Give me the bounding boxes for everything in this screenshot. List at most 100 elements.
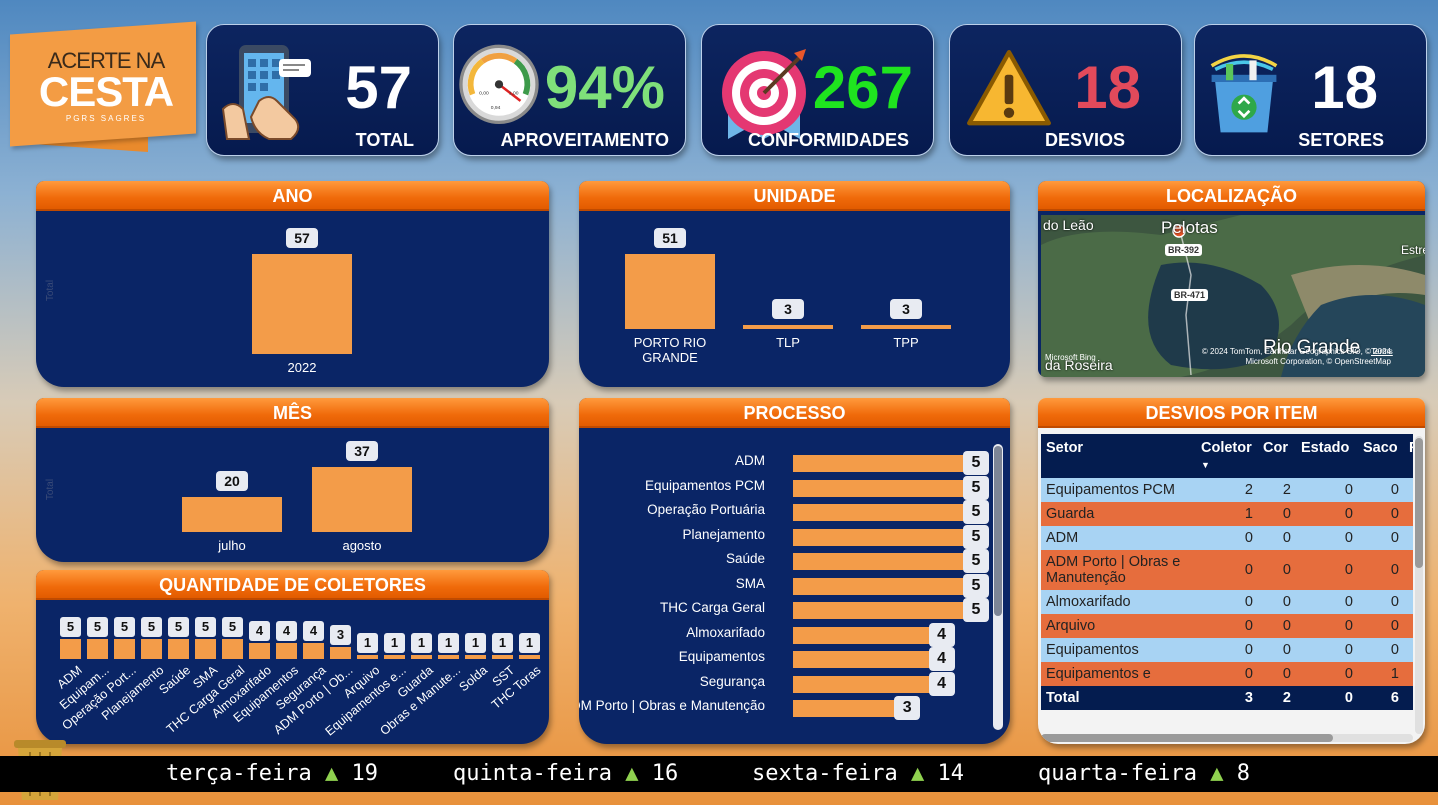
- data-label: 5: [963, 573, 989, 598]
- cell-value: 3: [1196, 686, 1258, 710]
- desvios-vscrollbar[interactable]: [1415, 436, 1423, 734]
- data-label: 1: [411, 633, 432, 653]
- cell-setor: Almoxarifado: [1041, 590, 1196, 614]
- table-row[interactable]: ADM 0 0 0 0: [1041, 526, 1413, 550]
- bar: [168, 639, 189, 659]
- coletores-title: QUANTIDADE DE COLETORES: [36, 570, 549, 600]
- kpi-card-aproveitamento[interactable]: 0,00 1,00 0,94 94% APROVEITAMENTO: [453, 24, 686, 156]
- data-label: 3: [890, 298, 922, 319]
- coletores-panel[interactable]: QUANTIDADE DE COLETORES 5 ADM 5 Equipam... 5…: [36, 570, 549, 744]
- bar: [252, 254, 352, 354]
- processo-panel[interactable]: PROCESSO ADM 5 Equipamentos PCM 5 Operação P…: [579, 398, 1010, 744]
- map-place: Pelotas: [1161, 218, 1218, 237]
- category-label: TPP: [893, 335, 919, 350]
- desvios-vscroll-thumb[interactable]: [1415, 438, 1423, 568]
- processo-row: Segurança 4: [579, 671, 989, 696]
- unidade-panel[interactable]: UNIDADE 51 PORTO RIO GRANDE 3 TLP 3 TPP: [579, 181, 1010, 387]
- table-row[interactable]: Arquivo 0 0 0 0: [1041, 614, 1413, 638]
- kpi-card-total[interactable]: 57 TOTAL: [206, 24, 439, 156]
- processo-row: Almoxarifado 4: [579, 622, 989, 647]
- data-label: 1: [519, 633, 540, 653]
- kpi-card-conformidades[interactable]: 267 CONFORMIDADES: [701, 24, 934, 156]
- bar: [114, 639, 135, 659]
- cell-value: 0: [1296, 478, 1358, 502]
- desvios-table[interactable]: Setor Coletor ▼ Cor Estado Saco R Equipam…: [1041, 434, 1413, 710]
- localizacao-panel[interactable]: LOCALIZAÇÃO do Leão Pelotas Estre Rio Gr…: [1038, 181, 1425, 377]
- map-place: da Roseira: [1045, 357, 1113, 373]
- bar: [625, 254, 715, 329]
- category-label: PORTO RIO GRANDE: [633, 335, 707, 365]
- bar: [492, 655, 513, 659]
- data-label: 5: [963, 549, 989, 573]
- data-label: 4: [928, 622, 955, 647]
- target-icon: [722, 49, 806, 139]
- data-label: 1: [465, 633, 486, 653]
- col-header-coletor[interactable]: Coletor ▼: [1196, 434, 1258, 478]
- up-triangle-icon: ▲: [625, 761, 639, 786]
- bar: [793, 455, 965, 472]
- processo-row: Equipamentos 4: [579, 646, 989, 671]
- bing-logo: Microsoft Bing: [1045, 353, 1096, 362]
- warning-icon: [967, 50, 1051, 126]
- desvios-hscroll-thumb[interactable]: [1041, 734, 1333, 742]
- col-header-r[interactable]: R: [1404, 434, 1413, 478]
- bar: [793, 651, 931, 668]
- processo-scrollbar[interactable]: [993, 444, 1003, 730]
- ano-panel[interactable]: ANO Total 57 2022: [36, 181, 549, 387]
- cell-r: [1404, 478, 1413, 502]
- processo-chart: ADM 5 Equipamentos PCM 5 Operação Portuária 5…: [579, 450, 999, 740]
- cell-value: 0: [1258, 614, 1296, 638]
- table-row[interactable]: ADM Porto | Obras e Manutenção 0 0 0 0: [1041, 550, 1413, 590]
- map[interactable]: do Leão Pelotas Estre Rio Grande da Rose…: [1041, 215, 1425, 377]
- data-label: 4: [303, 621, 324, 641]
- table-row[interactable]: Equipamentos PCM 2 2 0 0: [1041, 478, 1413, 502]
- desvios-hscrollbar[interactable]: [1041, 734, 1413, 742]
- data-label: 5: [87, 617, 108, 637]
- mes-panel[interactable]: MÊS Total 20 julho 37 agosto: [36, 398, 549, 562]
- phone-touch-icon: [221, 45, 311, 140]
- cell-r: [1404, 590, 1413, 614]
- kpi-value: 267: [812, 54, 913, 121]
- bar: [60, 639, 81, 659]
- kpi-card-setores[interactable]: 18 SETORES: [1194, 24, 1427, 156]
- cell-value: 0: [1258, 502, 1296, 526]
- bar: [793, 602, 965, 619]
- processo-scroll-thumb[interactable]: [994, 446, 1002, 616]
- col-header-estado[interactable]: Estado: [1296, 434, 1358, 478]
- cell-r: [1404, 686, 1413, 710]
- ano-title: ANO: [36, 181, 549, 211]
- cell-value: 0: [1296, 550, 1358, 590]
- col-header-setor[interactable]: Setor: [1041, 434, 1196, 478]
- map-terms-link[interactable]: Terms: [1371, 347, 1393, 356]
- processo-row: Planejamento 5: [579, 524, 989, 549]
- cell-value: 0: [1258, 526, 1296, 550]
- desvios-panel[interactable]: DESVIOS POR ITEM Setor Coletor ▼ Cor Esta…: [1038, 398, 1425, 744]
- map-place: Estre: [1401, 243, 1425, 257]
- col-header-cor[interactable]: Cor: [1258, 434, 1296, 478]
- cell-value: 0: [1196, 590, 1258, 614]
- bar: [357, 655, 378, 659]
- cell-value: 2: [1196, 478, 1258, 502]
- table-row[interactable]: Guarda 1 0 0 0: [1041, 502, 1413, 526]
- total-row[interactable]: Total 3 2 0 6: [1041, 686, 1413, 710]
- processo-row: Operação Portuária 5: [579, 499, 989, 524]
- data-label: 5: [141, 617, 162, 637]
- table-row[interactable]: Almoxarifado 0 0 0 0: [1041, 590, 1413, 614]
- bar: [182, 496, 282, 532]
- kpi-card-desvios[interactable]: 18 DESVIOS: [949, 24, 1182, 156]
- cell-setor: Equipamentos: [1041, 638, 1196, 662]
- table-row[interactable]: Equipamentos 0 0 0 0: [1041, 638, 1413, 662]
- cell-r: [1404, 614, 1413, 638]
- data-label: 5: [60, 617, 81, 637]
- bar: [276, 643, 297, 659]
- kpi-label: CONFORMIDADES: [748, 130, 909, 150]
- ticker-value: 14: [937, 761, 964, 786]
- cell-value: 0: [1296, 638, 1358, 662]
- cell-value: 0: [1196, 638, 1258, 662]
- bar: [793, 700, 897, 717]
- bar: [222, 639, 243, 659]
- col-header-saco[interactable]: Saco: [1358, 434, 1404, 478]
- bar: [793, 553, 965, 570]
- bar: [87, 639, 108, 659]
